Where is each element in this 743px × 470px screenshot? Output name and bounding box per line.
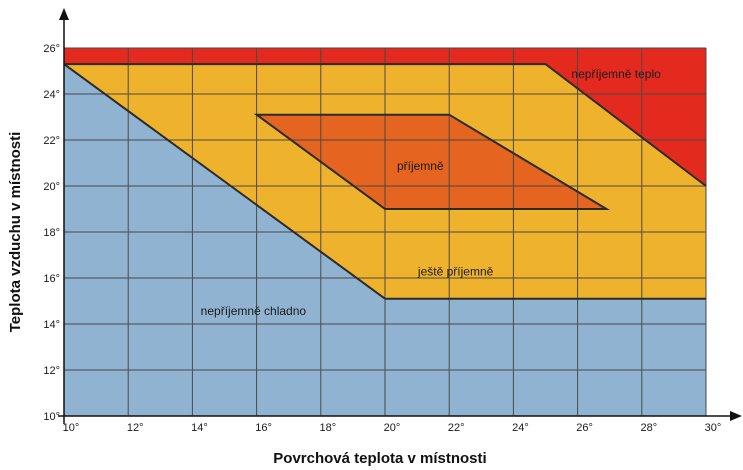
tick-labels: 10° 12° 14° 16° 18° 20° 22° 24° 26° 28° 30° 10° 12° 1… (43, 43, 721, 434)
x-tick-label: 10° (63, 422, 80, 434)
region-labels: nepříjemně chladno ještě příjemně nepříjem… (201, 67, 661, 318)
x-axis-arrow (730, 411, 742, 421)
region-3-fill (256, 114, 607, 209)
region-outlines (63, 63, 707, 300)
cold-boundary (63, 63, 706, 300)
region-0-label: nepříjemně chladno (201, 304, 307, 318)
y-tick-label: 12° (43, 365, 60, 377)
x-axis-title: Povrchová teplota v místnosti (273, 450, 486, 467)
x-tick-label: 20° (384, 422, 401, 434)
x-tick-label: 28° (640, 422, 657, 434)
y-tick-label: 18° (43, 227, 60, 239)
hot-boundary (64, 63, 707, 187)
y-axis-title: Teplota vzduchu v místnosti (7, 132, 24, 333)
x-tick-label: 16° (255, 422, 272, 434)
y-tick-label: 20° (43, 181, 60, 193)
x-tick-label: 30° (705, 422, 722, 434)
y-tick-label: 24° (43, 89, 60, 101)
x-tick-label: 24° (512, 422, 529, 434)
region-1-label: ještě příjemně (417, 265, 494, 279)
region-2-label: nepříjemně teplo (571, 67, 661, 81)
x-tick-label: 12° (127, 422, 144, 434)
x-tick-label: 14° (191, 422, 208, 434)
axes (58, 8, 742, 424)
comfort-outline (253, 113, 611, 210)
x-tick-label: 26° (576, 422, 593, 434)
region-0-fill (64, 64, 706, 416)
y-tick-label: 14° (43, 319, 60, 331)
y-axis-arrow (59, 8, 69, 20)
region-3-label: příjemně (397, 159, 444, 173)
y-tick-label: 10° (43, 411, 60, 423)
x-tick-label: 22° (448, 422, 465, 434)
y-tick-label: 22° (43, 135, 60, 147)
y-tick-label: 26° (43, 43, 60, 55)
y-tick-label: 16° (43, 273, 60, 285)
x-tick-label: 18° (319, 422, 336, 434)
grid (63, 47, 707, 417)
